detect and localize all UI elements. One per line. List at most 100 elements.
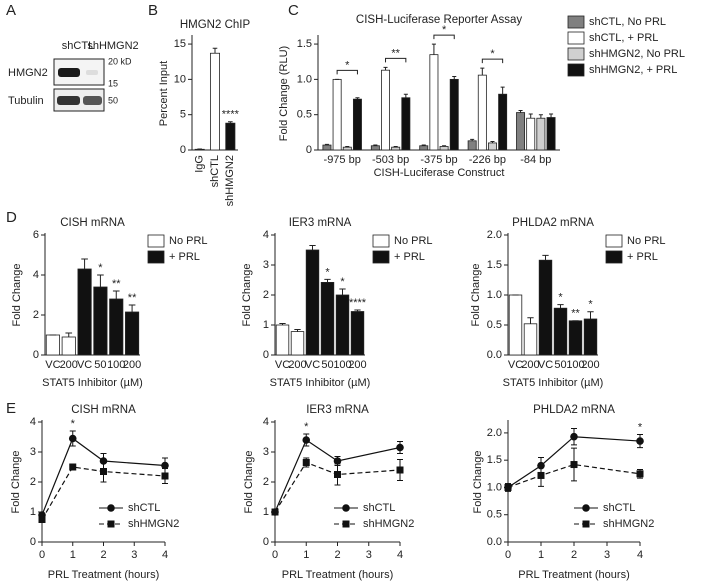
marker: [38, 516, 46, 523]
significance-bracket: [336, 69, 358, 75]
x-tick-label: 100: [333, 359, 351, 371]
significance-label: **: [128, 292, 137, 304]
marker: [570, 432, 578, 441]
y-tick-label: 4: [263, 416, 269, 428]
bar: [322, 144, 332, 151]
bar: [546, 117, 556, 151]
x-tick-label: 4: [397, 549, 403, 561]
x-axis-label: STAT5 Inhibitor (µM): [270, 377, 371, 389]
significance-label: ****: [349, 297, 367, 309]
x-tick-label: 1: [303, 549, 309, 561]
bar: [381, 69, 390, 151]
error-bar: [97, 274, 104, 287]
legend-marker: [342, 520, 350, 528]
significance-bracket: [385, 57, 407, 63]
bar: [488, 142, 497, 151]
error-bar: [393, 145, 398, 148]
line: [274, 461, 401, 513]
y-tick-label: 1.0: [487, 481, 502, 493]
y-tick-label: 0.0: [487, 536, 502, 548]
panel-label: D: [6, 209, 17, 226]
x-axis-label: STAT5 Inhibitor (µM): [503, 377, 604, 389]
x-tick-label: 100: [566, 359, 584, 371]
y-tick-label: 10: [174, 73, 186, 85]
legend-swatch: [147, 250, 165, 264]
bar: [335, 294, 350, 356]
x-tick-label: -226 bp: [469, 154, 506, 166]
y-tick-label: 4: [33, 269, 39, 281]
panel-label: B: [148, 2, 158, 19]
x-tick-label: 3: [366, 549, 372, 561]
error-bar: [490, 141, 495, 143]
x-axis-label: PRL Treatment (hours): [48, 569, 159, 581]
legend-swatch: [147, 234, 165, 248]
x-tick-label: -84 bp: [520, 154, 551, 166]
marker-label: 15: [108, 78, 118, 88]
y-axis-label: Fold Change: [241, 264, 253, 327]
x-tick-label: 200: [521, 359, 539, 371]
marker: [161, 461, 169, 470]
significance-label: *: [490, 48, 495, 60]
error-bar: [294, 329, 301, 332]
x-tick-label: 0: [39, 549, 45, 561]
legend-label: shHMGN2: [603, 518, 654, 530]
error-bar: [128, 304, 136, 312]
x-tick-label: VC: [275, 359, 290, 371]
bar: [109, 298, 124, 356]
x-tick-label: VC: [77, 359, 92, 371]
error-bar: [403, 93, 408, 98]
blot-band: [58, 68, 80, 77]
blot-band: [86, 70, 98, 75]
marker: [396, 443, 404, 452]
bar: [429, 54, 439, 151]
bar: [350, 311, 365, 356]
legend-marker: [107, 520, 115, 528]
x-axis-label: CISH-Luciferase Construct: [374, 167, 505, 179]
x-tick-label: 2: [100, 549, 106, 561]
y-tick-label: 2: [33, 309, 39, 321]
y-tick-label: 0: [263, 536, 269, 548]
legend-label: shCTL, No PRL: [589, 16, 666, 28]
error-bar: [81, 258, 88, 269]
bar: [320, 281, 335, 356]
legend-swatch: [567, 15, 585, 29]
error-bar: [518, 109, 523, 113]
x-tick-label: 200: [60, 359, 78, 371]
chart-title: IER3 mRNA: [306, 404, 369, 416]
y-axis-label: Fold Change: [472, 451, 484, 514]
y-tick-label: 1.5: [487, 259, 502, 271]
bar: [538, 259, 553, 356]
bar: [498, 93, 508, 151]
x-tick-label: VC: [305, 359, 320, 371]
bar: [332, 78, 342, 151]
bar: [439, 146, 449, 151]
x-tick-label: 4: [162, 549, 168, 561]
blot-band: [83, 96, 102, 105]
error-bar: [480, 67, 485, 76]
x-tick-label: 4: [637, 549, 643, 561]
error-bar: [557, 304, 564, 309]
line: [41, 437, 166, 516]
x-tick-label: 2: [571, 549, 577, 561]
y-axis-label: Fold Change (RLU): [278, 46, 290, 141]
y-tick-label: 0: [33, 349, 39, 361]
significance-label: **: [112, 278, 121, 290]
legend-label: + PRL: [394, 251, 425, 263]
error-bar: [587, 311, 594, 319]
significance-label: *: [340, 276, 345, 288]
marker: [100, 468, 107, 475]
y-axis-label: Fold Change: [470, 264, 482, 327]
bar: [352, 98, 362, 151]
significance-label: *: [638, 421, 643, 433]
y-tick-label: 1: [263, 506, 269, 518]
y-tick-label: 0: [180, 144, 186, 156]
error-bar: [500, 86, 505, 95]
bar: [93, 286, 108, 356]
legend-marker: [107, 504, 115, 512]
x-tick-label: 50: [554, 359, 566, 371]
marker: [396, 466, 404, 474]
x-tick-label: 0: [272, 549, 278, 561]
marker: [271, 508, 279, 516]
x-axis-label: STAT5 Inhibitor (µM): [42, 377, 143, 389]
